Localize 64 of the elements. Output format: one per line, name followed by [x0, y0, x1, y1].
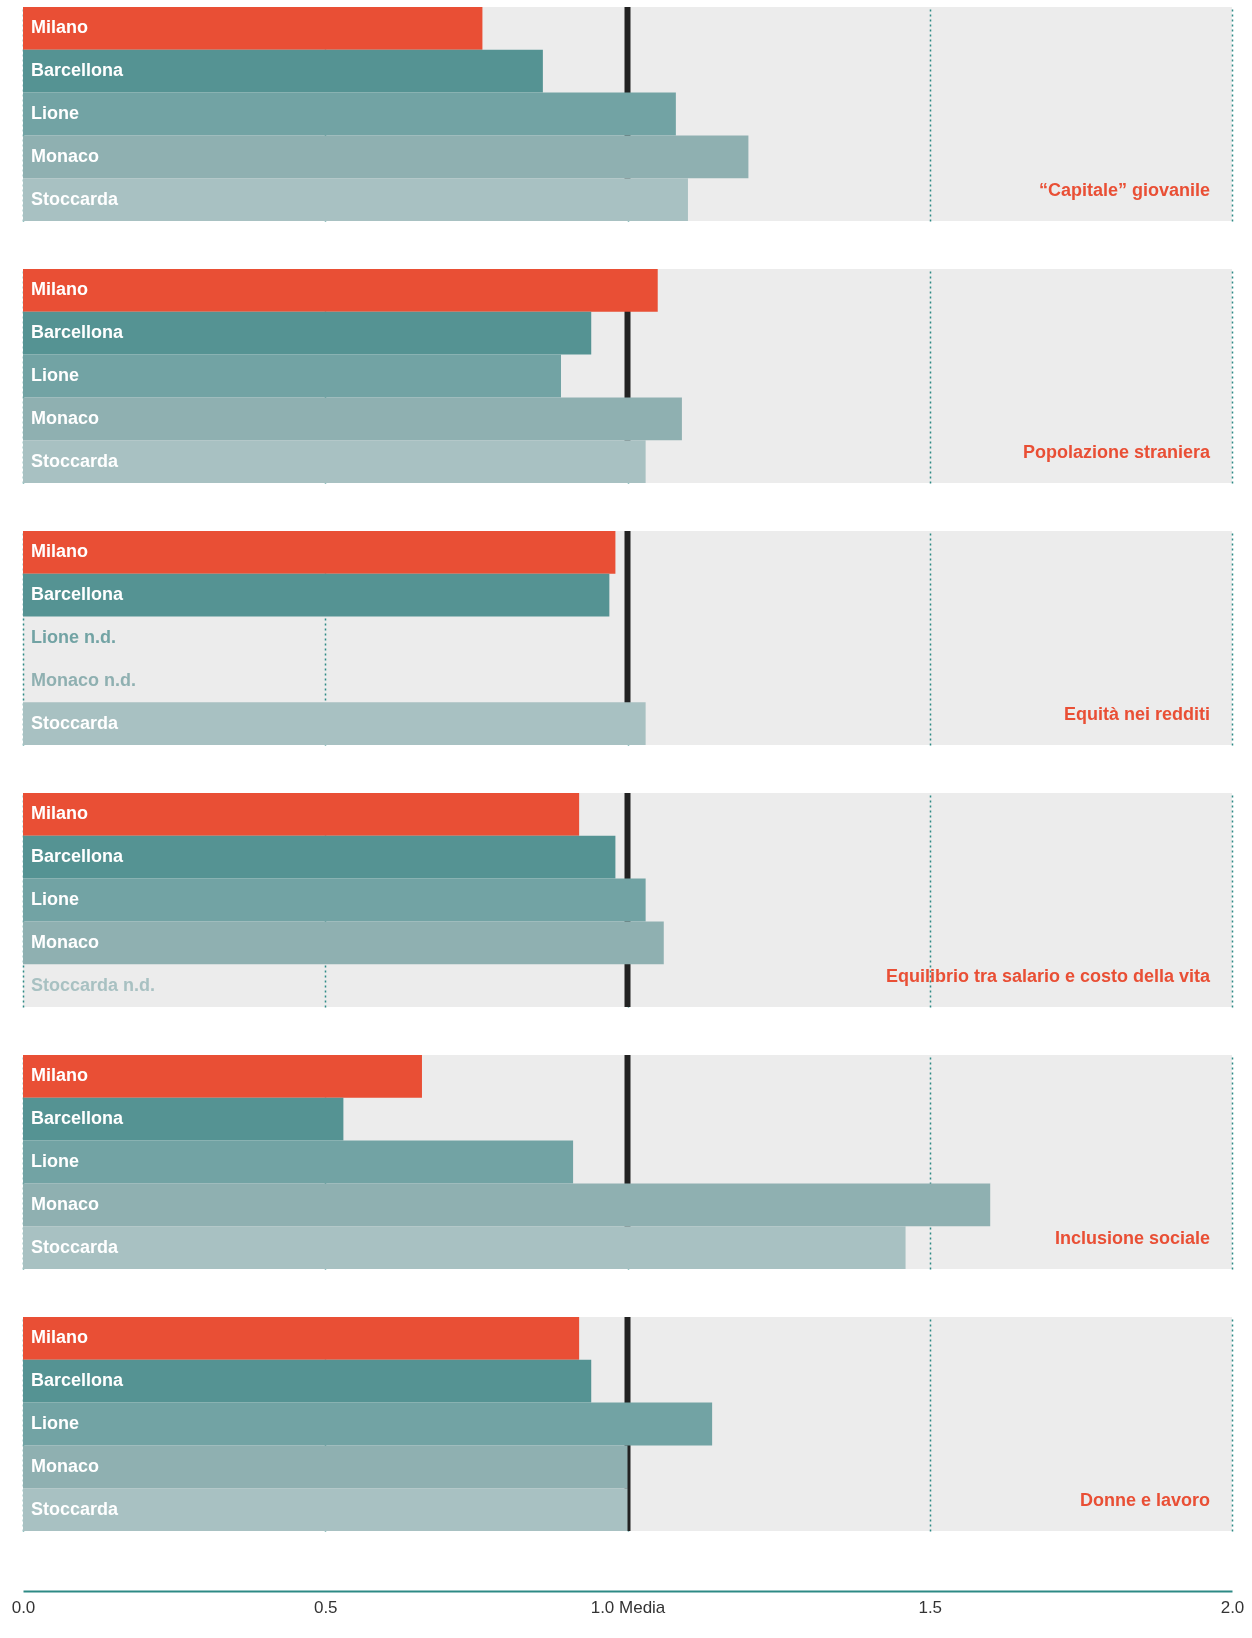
- category-label: Milano: [31, 279, 88, 300]
- category-label: Lione n.d.: [31, 627, 116, 647]
- category-label: Monaco n.d.: [31, 669, 136, 690]
- bar: [23, 1445, 628, 1489]
- text: Equilibrio tra salario e costo della vita: [885, 966, 1211, 986]
- text: Equità nei redditi: [1063, 704, 1210, 724]
- x-tick-label: 2.0: [1220, 1597, 1245, 1617]
- text: Inclusione sociale: [1054, 1228, 1210, 1248]
- bar: [23, 440, 646, 483]
- bar: [23, 311, 592, 355]
- category-label: Barcellona: [31, 60, 124, 81]
- x-tick-label: 1.0 Media: [590, 1597, 666, 1617]
- category-label: Milano: [31, 1327, 88, 1348]
- category-label: Lione: [31, 1413, 79, 1433]
- bar: [23, 878, 646, 922]
- category-label: Stoccarda: [31, 188, 119, 209]
- category-label: Milano: [31, 541, 88, 562]
- bar: [23, 49, 543, 93]
- bar: [23, 1359, 592, 1403]
- category-label: Barcellona: [31, 322, 124, 343]
- category-label: Milano: [31, 17, 88, 38]
- bar: [23, 269, 658, 312]
- bar: [23, 354, 562, 398]
- bar: [23, 1402, 713, 1446]
- bar: [23, 1317, 580, 1360]
- category-label: Monaco: [31, 145, 100, 166]
- category-label: Lione: [31, 889, 79, 909]
- category-label: Milano: [31, 1065, 88, 1086]
- category-label: Lione: [31, 1151, 79, 1171]
- x-tick-label: 0.5: [313, 1597, 338, 1617]
- category-label: Barcellona: [31, 1370, 124, 1391]
- category-label: Milano: [31, 803, 88, 824]
- bar: [23, 1488, 628, 1531]
- category-label: Barcellona: [31, 846, 124, 867]
- x-tick-label: 1.5: [918, 1597, 943, 1617]
- bar: [23, 1226, 906, 1269]
- category-label: Monaco: [31, 1193, 100, 1214]
- category-label: Stoccarda n.d.: [31, 974, 156, 995]
- bar: [23, 793, 580, 836]
- x-tick-label: 0.0: [11, 1597, 36, 1617]
- category-label: Monaco: [31, 407, 100, 428]
- bar: [23, 921, 664, 965]
- bar: [23, 835, 616, 879]
- text: Popolazione straniera: [1022, 442, 1211, 462]
- category-label: Lione: [31, 103, 79, 123]
- category-label: Stoccarda: [31, 1498, 119, 1519]
- bar: [23, 7, 483, 50]
- bar: [23, 178, 688, 221]
- category-label: Lione: [31, 365, 79, 385]
- bar: [23, 92, 676, 136]
- category-label: Monaco: [31, 1455, 100, 1476]
- bar: [23, 1140, 574, 1184]
- text: “Capitale” giovanile: [1038, 180, 1210, 200]
- category-label: Stoccarda: [31, 450, 119, 471]
- category-label: Barcellona: [31, 1108, 124, 1129]
- category-label: Barcellona: [31, 584, 124, 605]
- bar: [23, 1183, 991, 1227]
- bar: [23, 135, 749, 179]
- bar: [23, 1055, 422, 1098]
- text: Donne e lavoro: [1079, 1490, 1210, 1510]
- category-label: Stoccarda: [31, 712, 119, 733]
- bar: [23, 1097, 344, 1141]
- category-label: Stoccarda: [31, 1236, 119, 1257]
- category-label: Monaco: [31, 931, 100, 952]
